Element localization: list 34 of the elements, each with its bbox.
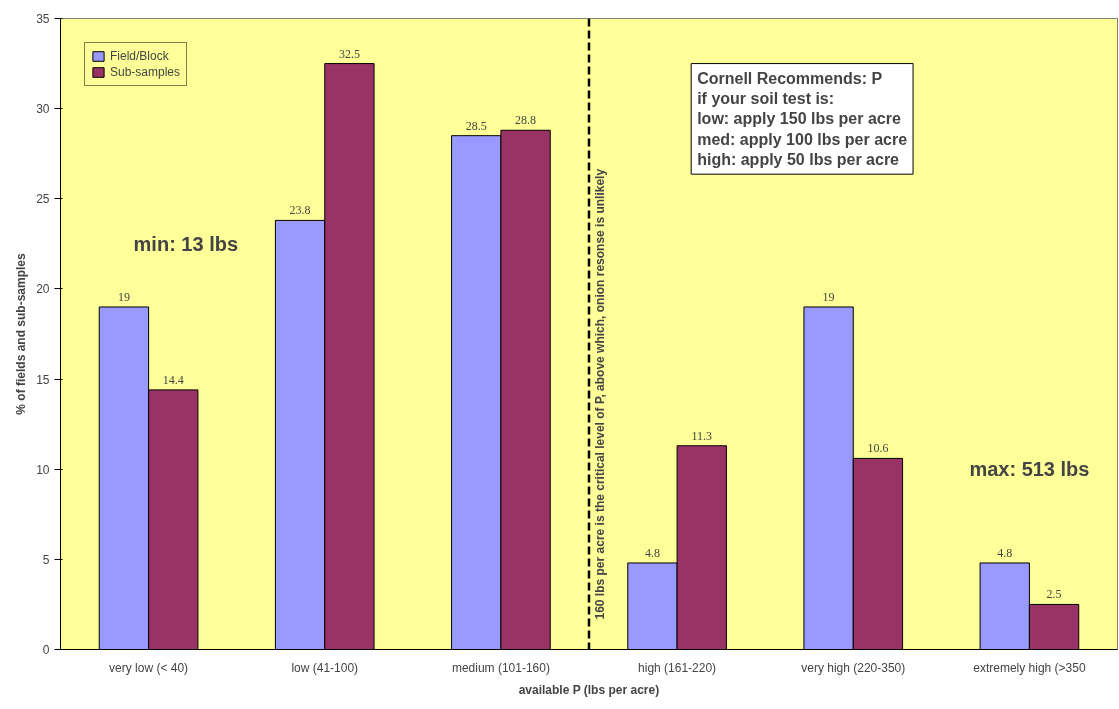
x-tick-label: very low (< 40) (109, 660, 189, 675)
y-tick-label: 20 (36, 282, 50, 297)
annotation: 160 lbs per acre is the critical level of P, above which, onion resonse is unlikely (593, 168, 607, 620)
x-axis-title: available P (lbs per acre) (518, 682, 660, 697)
y-tick-label: 30 (36, 102, 50, 117)
annotation: Cornell Recommends: P if your soil test is: low: apply 150 lbs per acre med: apply 100 lbs per acre high: apply 50 lbs per acre (697, 69, 908, 169)
x-tick-label: very high (220-350) (801, 660, 906, 675)
x-tick-label: high (161-220) (638, 660, 717, 675)
y-tick-label: 5 (42, 552, 50, 567)
legend-label: Field/Block (110, 49, 169, 63)
y-tick-label: 10 (36, 462, 50, 477)
y-axis-title: % of fields and sub-samples (14, 252, 29, 415)
annotation: min: 13 lbs (133, 232, 239, 255)
data-label: 28.5 (465, 118, 487, 133)
legend-label: Sub-samples (110, 65, 181, 79)
data-label: 11.3 (691, 428, 713, 443)
data-label: 23.8 (289, 203, 311, 218)
data-label: 32.5 (338, 46, 360, 61)
annotation: max: 513 lbs (969, 458, 1090, 481)
data-label: 2.5 (1046, 587, 1062, 602)
y-tick-label: 35 (36, 12, 50, 26)
data-label: 10.6 (867, 441, 889, 456)
data-label: 4.8 (997, 545, 1013, 560)
data-label: 14.4 (162, 372, 184, 387)
data-label: 19 (822, 289, 835, 304)
y-tick-label: 25 (36, 192, 50, 207)
x-tick-label: extremely high (>350 (973, 660, 1086, 675)
data-label: 19 (117, 289, 130, 304)
y-tick-label: 0 (42, 643, 50, 657)
x-tick-label: low (41-100) (291, 660, 359, 675)
data-label: 4.8 (644, 545, 660, 560)
x-tick-label: medium (101-160) (451, 660, 550, 675)
data-label: 28.8 (515, 113, 537, 128)
y-tick-label: 15 (36, 372, 50, 387)
